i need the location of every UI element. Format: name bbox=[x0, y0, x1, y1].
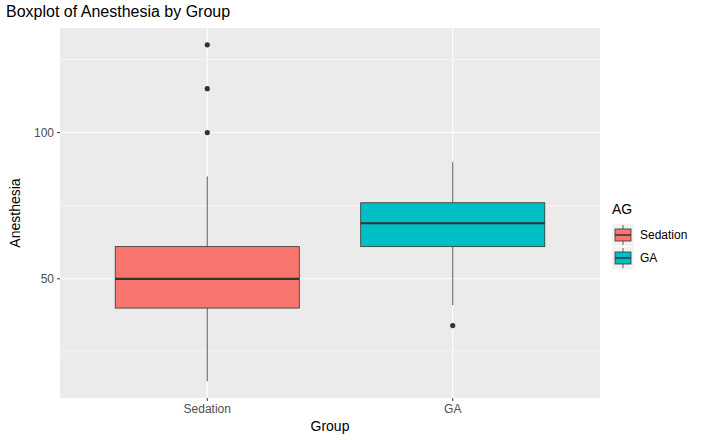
legend-key-bg bbox=[612, 224, 634, 246]
box bbox=[361, 203, 545, 247]
outlier bbox=[205, 86, 210, 91]
legend-label: Sedation bbox=[640, 228, 687, 242]
y-tick-label: 100 bbox=[34, 126, 54, 140]
legend-key-median bbox=[615, 257, 631, 259]
minor-grid bbox=[60, 351, 600, 352]
x-tick bbox=[207, 398, 208, 401]
grid-line bbox=[60, 278, 600, 279]
plot-area bbox=[115, 42, 545, 381]
legend-key-median bbox=[615, 234, 631, 236]
grid-line bbox=[207, 28, 208, 398]
x-axis-title: Group bbox=[311, 418, 350, 434]
x-tick-label: GA bbox=[444, 402, 461, 416]
panel bbox=[60, 28, 600, 398]
minor-grid bbox=[60, 59, 600, 60]
legend-title: AG bbox=[612, 201, 632, 217]
y-tick bbox=[57, 132, 60, 133]
grid-line bbox=[60, 132, 600, 133]
x-tick bbox=[452, 398, 453, 401]
median bbox=[115, 278, 299, 280]
x-tick-label: Sedation bbox=[184, 402, 231, 416]
y-tick-label: 50 bbox=[41, 272, 55, 286]
box bbox=[115, 247, 299, 308]
title: Boxplot of Anesthesia by Group bbox=[6, 3, 230, 20]
whisker-lower bbox=[207, 308, 208, 381]
whisker-lower bbox=[452, 247, 453, 305]
chart: 50 100 Sedation GA Boxplot of Anesthesia by … bbox=[0, 0, 708, 440]
median bbox=[361, 222, 545, 224]
legend-label: GA bbox=[640, 251, 657, 265]
outlier bbox=[205, 130, 210, 135]
legend-key bbox=[615, 252, 631, 264]
legend-key-bg bbox=[612, 247, 634, 269]
whisker-upper bbox=[452, 162, 453, 203]
y-tick bbox=[57, 278, 60, 279]
y-axis-title: Anesthesia bbox=[7, 178, 23, 247]
outlier bbox=[450, 323, 455, 328]
legend-key bbox=[615, 229, 631, 241]
whisker-upper bbox=[207, 176, 208, 246]
outlier bbox=[205, 42, 210, 47]
